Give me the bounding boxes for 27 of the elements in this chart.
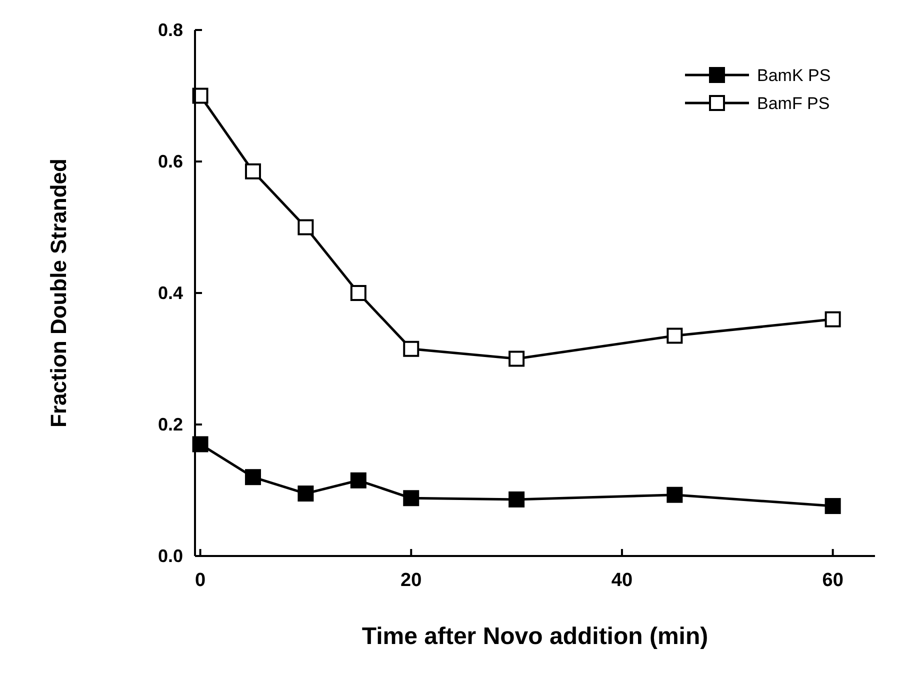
y-tick-label: 0.2 (158, 414, 183, 434)
point (508, 491, 525, 508)
legend-label: BamK PS (757, 66, 831, 85)
point (403, 340, 420, 357)
point (244, 469, 261, 486)
point (508, 350, 525, 367)
point (666, 328, 683, 344)
point (666, 486, 683, 503)
y-axis-title: Fraction Double Stranded (46, 158, 71, 428)
x-tick-label: 40 (611, 570, 633, 591)
point (244, 163, 261, 180)
y-tick-label: 0.8 (158, 20, 183, 40)
x-tick-label: 20 (400, 570, 422, 591)
y-tick-label: 0.4 (158, 283, 183, 303)
y-tick-label: 0.6 (158, 152, 183, 172)
point (403, 490, 420, 506)
x-tick-label: 60 (822, 570, 844, 591)
y-tick-label: 0.0 (158, 546, 183, 566)
point (824, 311, 841, 328)
point (298, 219, 314, 236)
x-axis-title: Time after Novo addition (min) (362, 623, 708, 650)
x-tick-label: 0 (194, 570, 206, 591)
point (824, 498, 841, 514)
point (298, 486, 314, 502)
legend-label: BamF PS (757, 94, 830, 113)
point (350, 472, 366, 488)
point (350, 285, 366, 301)
